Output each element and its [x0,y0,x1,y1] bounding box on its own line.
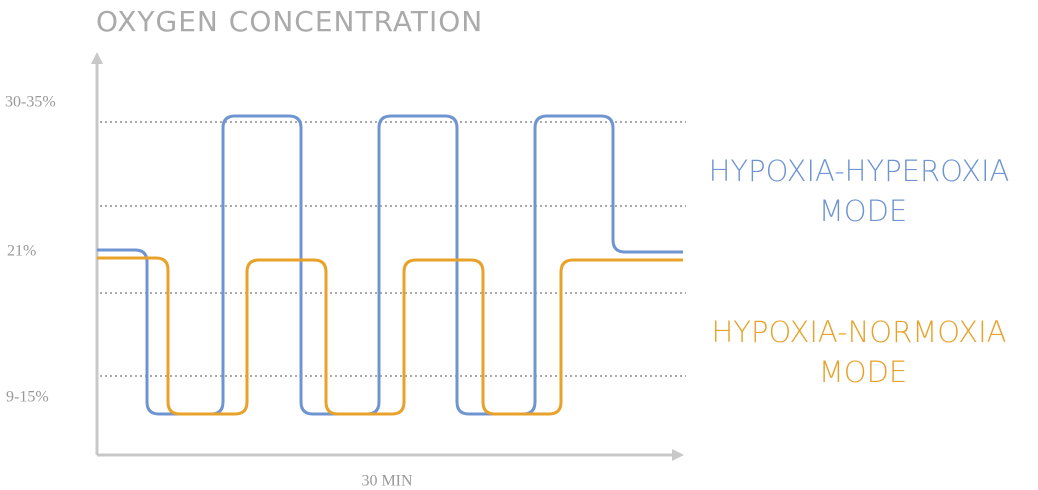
legend-label: HYPOXIA-NORMOXIA [712,315,1007,349]
legend-label: MODE [819,194,908,228]
x-arrow [672,449,684,461]
y-label: 30-35% [5,94,56,111]
hyperoxia-curve [97,114,683,416]
normoxia-curve [97,256,683,416]
y-label: 21% [7,243,36,260]
title: OXYGEN CONCENTRATION [96,5,483,38]
legend-label: HYPOXIA-HYPEROXIA [709,154,1010,188]
y-arrow [91,52,103,64]
x-label: 30 MIN [361,473,413,490]
legend-label: MODE [819,355,908,389]
y-label: 9-15% [6,389,49,406]
